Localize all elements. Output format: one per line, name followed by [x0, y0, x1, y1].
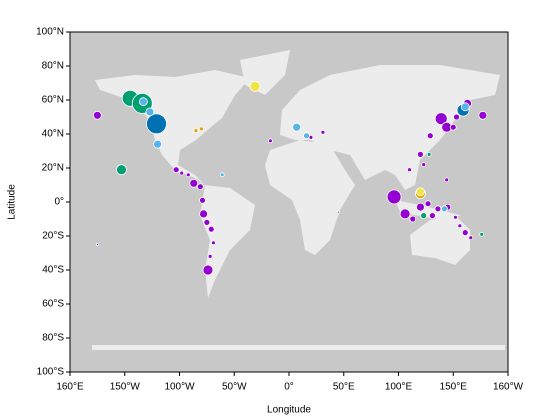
y-tick-label: 0°	[54, 197, 64, 208]
x-tick-label: 50°E	[333, 382, 355, 393]
y-tick-label: 40°S	[42, 265, 64, 276]
x-axis-label: Longitude	[267, 405, 311, 416]
point	[441, 205, 448, 213]
point	[478, 110, 488, 120]
point	[453, 113, 460, 121]
y-tick-label: 100°N	[36, 27, 64, 38]
point	[153, 139, 163, 149]
point	[199, 196, 206, 204]
x-tick-label: 50°W	[222, 382, 247, 393]
point	[407, 167, 412, 173]
point	[453, 214, 458, 220]
point	[399, 208, 411, 220]
y-tick-label: 100°S	[37, 367, 65, 378]
point	[409, 215, 417, 223]
y-tick-label: 80°S	[42, 333, 64, 344]
point	[219, 172, 225, 178]
point	[434, 112, 448, 126]
point	[292, 122, 302, 132]
point	[189, 178, 199, 188]
point	[415, 187, 425, 197]
point	[196, 183, 204, 191]
point	[444, 177, 450, 183]
point	[420, 212, 428, 220]
point	[211, 240, 216, 246]
point	[415, 202, 425, 212]
point	[146, 113, 167, 135]
point	[172, 166, 180, 174]
x-tick-label: 150°W	[110, 382, 141, 393]
point	[303, 132, 310, 140]
point	[193, 128, 199, 134]
point	[267, 138, 273, 144]
point	[479, 231, 485, 237]
point	[457, 223, 463, 229]
point	[185, 172, 191, 178]
point	[424, 200, 432, 208]
y-tick-label: 20°N	[42, 163, 64, 174]
point	[203, 218, 211, 226]
point	[179, 170, 185, 176]
point	[461, 229, 469, 237]
point	[199, 209, 208, 219]
point	[320, 129, 326, 135]
x-tick-label: 100°W	[164, 382, 195, 393]
point	[207, 225, 215, 233]
x-tick-label: 150°E	[440, 382, 468, 393]
point	[429, 212, 436, 220]
point	[116, 164, 127, 176]
point	[468, 235, 474, 241]
point	[138, 97, 148, 107]
x-tick-label: 160°W	[493, 382, 524, 393]
point	[95, 243, 99, 246]
point	[198, 126, 204, 132]
y-axis-label: Latitude	[7, 184, 18, 220]
x-tick-label: 100°E	[385, 382, 413, 393]
point	[449, 123, 457, 131]
x-tick-label: 0°	[284, 382, 294, 393]
point	[416, 150, 424, 158]
point	[336, 210, 340, 214]
point	[207, 253, 213, 259]
point	[145, 107, 155, 117]
y-tick-label: 80°N	[42, 61, 64, 72]
point	[386, 189, 402, 205]
y-tick-label: 40°N	[42, 129, 64, 140]
point	[434, 205, 442, 213]
y-tick-label: 60°N	[42, 95, 64, 106]
point	[202, 264, 214, 276]
point	[92, 110, 102, 120]
x-tick-label: 160°E	[56, 382, 84, 393]
point	[426, 132, 434, 140]
y-tick-label: 60°S	[42, 299, 64, 310]
point	[421, 162, 427, 168]
point	[460, 102, 470, 112]
point	[426, 151, 432, 157]
point	[249, 81, 261, 92]
y-tick-label: 20°S	[42, 231, 64, 242]
